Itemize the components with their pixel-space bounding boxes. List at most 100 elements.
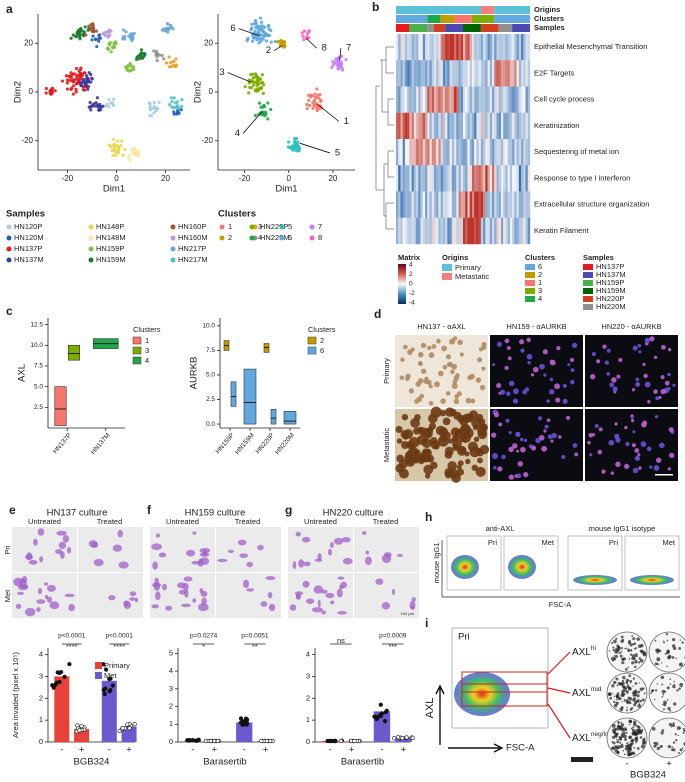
label: 4 <box>258 233 262 242</box>
cell <box>523 438 528 443</box>
heat-cell <box>398 112 401 140</box>
heat-cell <box>467 139 470 166</box>
cell <box>450 369 455 375</box>
heat-cell <box>407 165 410 192</box>
heat-cell <box>447 165 450 192</box>
cell <box>395 425 403 433</box>
colony <box>636 728 640 733</box>
heat-cell <box>500 112 504 140</box>
rect <box>307 346 317 355</box>
heat-cell <box>451 217 455 245</box>
heat-cell <box>413 112 417 140</box>
cell-dot <box>78 27 82 32</box>
cell <box>596 359 601 364</box>
label: 5 <box>169 648 173 657</box>
heat-cell <box>460 165 464 192</box>
colony <box>636 747 640 750</box>
label: HN159M <box>596 286 626 295</box>
cell <box>655 457 662 463</box>
colony <box>246 561 254 568</box>
cell-dot <box>249 79 254 83</box>
cell <box>606 348 611 353</box>
point <box>378 702 383 707</box>
colony <box>630 727 633 730</box>
cell <box>667 372 671 377</box>
label: 1 <box>228 222 232 231</box>
heat-cell <box>438 139 441 166</box>
heat-cell <box>442 217 446 245</box>
heat-cell <box>451 34 455 61</box>
heat-cell <box>445 60 448 87</box>
label: + <box>212 745 218 756</box>
legend-dot <box>170 224 176 230</box>
colony <box>616 701 618 704</box>
cell-dot <box>139 48 144 52</box>
point <box>193 738 199 743</box>
legend-dot <box>219 224 225 230</box>
heat-cell <box>400 86 403 113</box>
cell <box>445 354 451 360</box>
label: **** <box>66 642 78 651</box>
heat-cell <box>494 191 497 218</box>
cell <box>428 352 435 358</box>
label: 4 <box>538 294 542 303</box>
colony <box>672 741 676 744</box>
label: Primary <box>382 358 391 384</box>
label: - <box>625 759 628 770</box>
heat-cell <box>436 191 439 218</box>
rect <box>427 15 441 23</box>
cell <box>417 351 424 358</box>
heat-cell <box>436 217 439 245</box>
legend-dot <box>170 246 176 252</box>
heat-cell <box>521 60 524 87</box>
heat-cell <box>507 191 511 218</box>
colony <box>620 635 624 639</box>
heat-cell <box>427 191 430 218</box>
colony <box>632 752 635 755</box>
colony <box>662 708 666 711</box>
colony <box>630 649 633 651</box>
gate-label: AXLhi <box>572 645 596 658</box>
cell <box>554 383 560 390</box>
label: 4 <box>39 650 43 659</box>
cell-dot <box>133 152 137 157</box>
label: - <box>329 745 332 756</box>
cell-dot <box>87 24 91 28</box>
heat-cell <box>471 139 475 166</box>
heat-cell <box>440 86 444 113</box>
cell-dot <box>86 87 90 91</box>
colony <box>24 607 36 617</box>
cell <box>473 436 480 443</box>
cell-dot <box>160 53 164 57</box>
cell <box>539 363 545 370</box>
label: Met <box>104 671 117 680</box>
cell-dot <box>53 89 57 93</box>
heat-cell <box>407 112 410 140</box>
point <box>62 674 67 679</box>
cell <box>664 380 670 386</box>
heat-cell <box>456 112 459 140</box>
colony <box>663 642 665 644</box>
heat-cell <box>471 34 475 61</box>
colony <box>289 604 297 611</box>
colony <box>650 692 653 695</box>
cell-dot <box>89 108 93 112</box>
colony <box>17 584 29 591</box>
label: 100 µm <box>401 611 415 616</box>
heat-cell <box>476 139 479 166</box>
colony <box>91 541 99 548</box>
line <box>306 38 317 49</box>
cell-dot <box>259 32 263 37</box>
cell <box>426 379 432 385</box>
label: p=0.0051 <box>241 633 269 640</box>
cell-dot <box>295 142 299 146</box>
point <box>332 738 337 744</box>
heat-cell <box>489 139 493 166</box>
heat-cell <box>514 165 517 192</box>
colony <box>651 727 656 731</box>
heat-cell <box>469 60 473 87</box>
label: HN159 - αAURKB <box>506 322 566 331</box>
heat-cell <box>454 139 457 166</box>
label: - <box>191 745 194 756</box>
label: -20 <box>239 174 251 183</box>
